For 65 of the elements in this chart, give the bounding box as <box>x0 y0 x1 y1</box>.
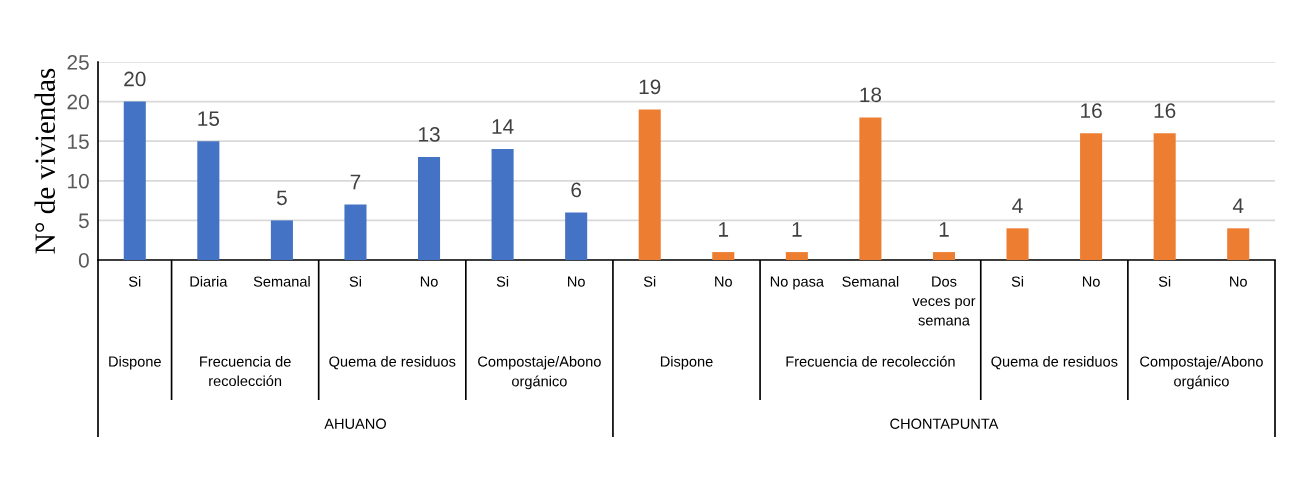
x-tick-label: Dos veces por semana <box>912 276 976 326</box>
data-label: 18 <box>860 87 882 103</box>
data-label: 1 <box>719 222 729 237</box>
bar <box>197 141 220 260</box>
bar <box>565 212 588 260</box>
x-tick-label: No <box>420 276 438 287</box>
x-tick-label: No <box>1230 276 1247 287</box>
text: AHUANO <box>324 418 386 429</box>
data-label: 1 <box>939 222 949 237</box>
data-label: 4 <box>1232 198 1244 213</box>
x-tick-label: Si <box>1158 276 1171 287</box>
y-tick-label: 15 <box>68 134 89 149</box>
bar <box>270 220 293 260</box>
bar <box>1153 133 1176 260</box>
data-label: 20 <box>124 71 146 87</box>
data-label: 14 <box>492 119 514 134</box>
text: Compostaje/Abono orgánico <box>1140 356 1263 390</box>
x-tick-label: Diaria <box>190 276 228 287</box>
data-label: 15 <box>198 111 220 126</box>
y-tick-label: 0 <box>78 253 89 268</box>
bar <box>1080 133 1103 260</box>
data-label: 5 <box>276 190 287 206</box>
bar <box>785 252 808 260</box>
bar <box>1006 228 1029 260</box>
data-label: 19 <box>639 79 661 95</box>
x-tick-label: No <box>568 276 585 287</box>
bar <box>712 252 735 260</box>
bar <box>638 109 661 260</box>
bar <box>491 149 514 260</box>
text: Quema de residuos <box>329 356 456 370</box>
x-tick-label: Si <box>1011 276 1024 287</box>
data-label: 1 <box>792 222 802 237</box>
bar <box>859 117 882 260</box>
text: Dispone <box>660 356 713 370</box>
y-tick-label: 10 <box>68 173 89 189</box>
x-tick-label: Si <box>643 276 656 287</box>
x-tick-label: Semanal <box>253 276 310 287</box>
bar <box>932 252 955 260</box>
y-axis-title: N° de viviendas <box>34 68 56 254</box>
x-tick-label: Si <box>128 276 141 287</box>
text: Quema de residuos <box>991 356 1118 370</box>
bar <box>1227 228 1250 260</box>
x-tick-label: No <box>715 276 732 287</box>
x-tick-label: Semanal <box>842 276 899 287</box>
text: Compostaje/Abono orgánico <box>478 356 601 390</box>
y-tick-label: 5 <box>78 213 89 229</box>
bar <box>344 204 367 260</box>
x-tick-label: Si <box>349 276 361 287</box>
data-label: 7 <box>350 174 361 190</box>
y-tick-label: 25 <box>67 55 89 70</box>
x-tick-label: No <box>1082 276 1100 287</box>
data-label: 16 <box>1081 103 1102 119</box>
x-tick-label: No pasa <box>770 276 824 290</box>
data-label: 4 <box>1012 198 1023 213</box>
data-label: 16 <box>1154 103 1176 119</box>
data-label: 6 <box>571 182 582 198</box>
text: CHONTAPUNTA <box>890 418 999 429</box>
text: Frecuencia de recolección <box>200 356 291 387</box>
data-label: 13 <box>419 127 440 142</box>
y-tick-label: 20 <box>67 94 89 110</box>
bar <box>123 101 146 260</box>
x-tick-label: Si <box>496 276 509 287</box>
text: Frecuencia de recolección <box>786 355 955 367</box>
bar <box>418 157 441 260</box>
text: Dispone <box>109 356 161 370</box>
